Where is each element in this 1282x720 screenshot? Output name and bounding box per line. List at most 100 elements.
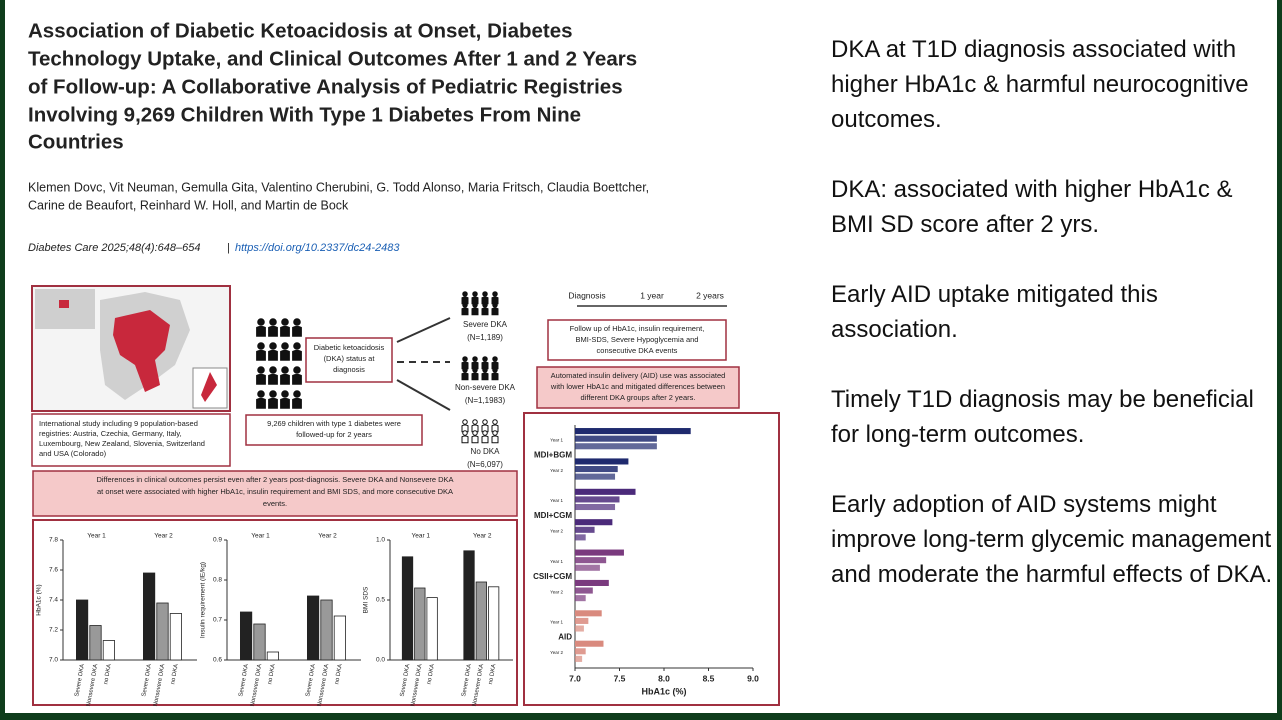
person-body	[481, 307, 489, 316]
person-head	[482, 291, 488, 297]
hbar	[575, 473, 616, 480]
bar	[76, 599, 89, 661]
bullet: Early adoption of AID systems might impr…	[831, 491, 1273, 588]
hbar	[575, 503, 616, 511]
category-label: Nonsevere DKA	[86, 664, 99, 707]
person-body	[471, 372, 479, 381]
person-head	[462, 291, 468, 297]
person-body	[471, 361, 479, 370]
timeline-label: 1 year	[640, 290, 664, 300]
person-body	[481, 424, 489, 433]
doi-link[interactable]: https://doi.org/10.2337/dc24-2483	[235, 242, 400, 254]
differences-text: at onset were associated with higher HbA…	[97, 487, 453, 496]
category-label: Nonsevere DKA	[472, 664, 485, 707]
hbar	[575, 648, 586, 655]
hbar	[575, 655, 583, 662]
category-label: Severe DKA	[305, 664, 317, 698]
aid-text: different DKA groups after 2 years.	[581, 393, 696, 402]
person-head	[269, 318, 277, 326]
map-caption: International study including 9 populati…	[39, 419, 198, 428]
y-tick-label: 0.8	[213, 577, 222, 584]
usa-map	[35, 289, 95, 329]
hbar	[575, 534, 586, 541]
hbar	[575, 549, 624, 556]
bullet: Timely T1D diagnosis may be beneficial f…	[831, 386, 1254, 448]
person-head	[257, 366, 265, 374]
hbar	[575, 587, 593, 594]
bullet: Early AID uptake mitigated this associat…	[831, 281, 1158, 343]
category-label: Severe DKA	[238, 664, 250, 698]
person-body	[481, 372, 489, 381]
category-label: Severe DKA	[461, 664, 473, 698]
person-head	[472, 367, 478, 373]
person-body	[491, 307, 499, 316]
row-label: Year 2	[550, 589, 563, 594]
hbar	[575, 466, 618, 473]
status-text: (DKA) status at	[324, 354, 376, 363]
person-head	[281, 342, 289, 350]
y-tick-label: 1.0	[376, 537, 385, 544]
followup-text: Follow up of HbA1c, insulin requirement,	[570, 324, 705, 333]
person-body	[280, 373, 290, 385]
year-label: Year 1	[411, 533, 430, 540]
hbar	[575, 458, 629, 465]
map-caption-box	[31, 413, 231, 467]
x-tick-label: 9.0	[747, 673, 759, 683]
y-tick-label: 0.7	[213, 617, 222, 624]
person-head	[472, 291, 478, 297]
bar	[320, 599, 333, 661]
row-label: Year 1	[550, 559, 563, 564]
person-body	[491, 435, 499, 444]
category-label: Nonsevere DKA	[410, 664, 423, 707]
person-head	[293, 318, 301, 326]
person-head	[257, 390, 265, 398]
person-head	[492, 302, 498, 308]
differences-box	[32, 470, 518, 517]
hbar	[575, 610, 602, 617]
person-head	[462, 367, 468, 373]
children-text: followed-up for 2 years	[296, 430, 372, 439]
person-body	[471, 435, 479, 444]
person-body	[461, 435, 469, 444]
author-line: Klemen Dovc, Vit Neuman, Gemulla Gita, V…	[28, 180, 649, 194]
person-head	[482, 356, 488, 362]
person-head	[492, 419, 498, 425]
followup-text: consecutive DKA events	[597, 346, 678, 355]
status-box	[305, 337, 393, 383]
person-body	[481, 296, 489, 305]
person-head	[482, 367, 488, 373]
group-n: (N=6,097)	[467, 460, 503, 469]
bar	[102, 640, 115, 661]
person-body	[256, 373, 266, 385]
arrow	[396, 317, 451, 343]
person-body	[292, 397, 302, 409]
person-body	[471, 424, 479, 433]
person-body	[292, 325, 302, 337]
person-head	[472, 419, 478, 425]
year-label: Year 1	[87, 533, 106, 540]
person-head	[482, 430, 488, 436]
y-tick-label: 0.5	[376, 597, 385, 604]
slide: Association of Diabetic Ketoacidosis at …	[5, 0, 1277, 713]
separator: |	[227, 242, 230, 254]
y-axis-label: HbA1c (%)	[36, 584, 43, 615]
person-head	[492, 367, 498, 373]
row-label: Year 1	[550, 620, 563, 625]
year-label: Year 2	[473, 533, 492, 540]
person-body	[256, 349, 266, 361]
row-label: Year 1	[550, 437, 563, 442]
category-label: no DKA	[170, 664, 180, 685]
person-head	[462, 419, 468, 425]
map-caption: Luxembourg, New Zealand, Slovenia, Switz…	[39, 439, 205, 448]
bar	[463, 550, 475, 661]
y-tick-label: 7.0	[49, 657, 58, 664]
colorado	[59, 300, 69, 308]
person-head	[269, 366, 277, 374]
row-label: Year 2	[550, 529, 563, 534]
year-label: Year 2	[154, 533, 173, 540]
bullet: DKA: associated with higher HbA1c & BMI …	[831, 176, 1233, 238]
person-body	[491, 372, 499, 381]
group-icons	[461, 291, 499, 444]
person-body	[461, 372, 469, 381]
followup-box	[547, 319, 727, 361]
